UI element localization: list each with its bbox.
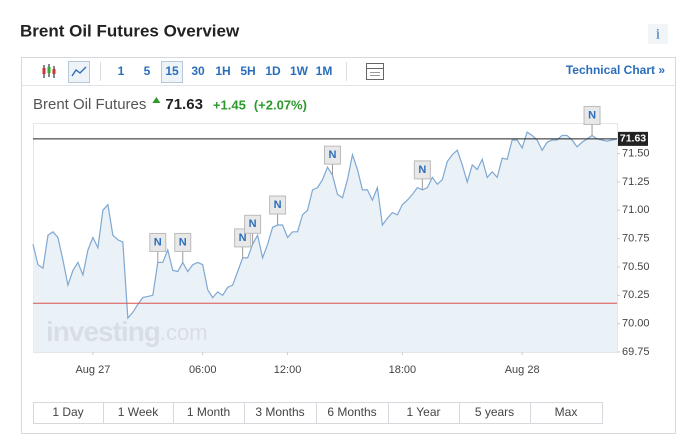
news-label[interactable]: N [179, 236, 187, 248]
line-icon[interactable] [71, 66, 87, 77]
range-label[interactable]: 1 Month [187, 405, 230, 419]
range-label[interactable]: 1 Year [406, 405, 440, 419]
range-label[interactable]: 6 Months [327, 405, 376, 419]
interval-button[interactable]: 1W [290, 64, 309, 78]
last-price-box [618, 131, 648, 146]
area-fill [33, 132, 617, 352]
news-label[interactable]: N [418, 164, 426, 176]
y-tick-label: 70.50 [622, 261, 650, 273]
y-tick-label: 71.25 [622, 176, 650, 188]
range-label[interactable]: 5 years [475, 405, 514, 419]
quote-name: Brent Oil Futures [33, 96, 146, 113]
interval-button[interactable]: 1 [118, 64, 125, 78]
range-label[interactable]: 1 Week [118, 405, 159, 419]
plot: 69.75 70.00 70.25 70.50 70.75 71.00 71.25 71.50… [32, 105, 650, 376]
up-arrow [152, 97, 161, 103]
range-label[interactable]: 1 Day [52, 405, 83, 419]
y-tick-label: 71.00 [622, 204, 650, 216]
y-tick-label: 70.00 [622, 318, 650, 330]
range-label[interactable]: Max [555, 405, 578, 419]
calendar-icon[interactable] [366, 63, 384, 80]
page-title: Brent Oil Futures Overview [20, 21, 240, 40]
news-label[interactable]: N [274, 199, 282, 211]
news-label[interactable]: N [154, 236, 162, 248]
news-marker[interactable] [244, 214, 262, 234]
quote-change-percent: (+2.07%) [254, 97, 307, 112]
news-label[interactable]: N [249, 218, 257, 230]
price-line [32, 131, 618, 320]
x-tick-label: Aug 27 [75, 364, 110, 376]
range-button[interactable] [530, 402, 603, 424]
news-marker[interactable] [174, 232, 192, 252]
technical-chart-link[interactable]: Technical Chart » [566, 63, 665, 77]
interval-button[interactable]: 1D [265, 64, 281, 78]
news-marker[interactable] [583, 105, 601, 125]
x-tick-label: 18:00 [389, 364, 417, 376]
info-icon[interactable]: i [656, 26, 660, 42]
news-marker[interactable] [269, 195, 287, 215]
last-price-label: 71.63 [620, 133, 646, 145]
x-tick-label: 06:00 [189, 364, 217, 376]
range-label[interactable]: 3 Months [255, 405, 304, 419]
news-marker[interactable] [149, 232, 167, 252]
x-tick-label: Aug 28 [505, 364, 540, 376]
interval-button[interactable]: 5H [240, 64, 255, 78]
news-label[interactable]: N [329, 149, 337, 161]
y-tick-label: 71.50 [622, 148, 650, 160]
x-tick-label: 12:00 [274, 364, 302, 376]
interval-selected[interactable] [161, 61, 183, 83]
info-button[interactable] [648, 24, 668, 44]
interval-button[interactable]: 30 [191, 64, 205, 78]
interval-button[interactable]: 5 [144, 64, 151, 78]
y-tick-label: 69.75 [622, 346, 650, 358]
interval-button[interactable]: 1M [316, 64, 333, 78]
news-marker[interactable] [413, 160, 431, 180]
y-tick-label: 70.25 [622, 289, 650, 301]
interval-button[interactable]: 15 [165, 64, 179, 78]
quote-change: +1.45 [213, 97, 246, 112]
y-tick-label: 70.75 [622, 233, 650, 245]
candle-icon[interactable] [42, 64, 56, 78]
news-label[interactable]: N [239, 232, 247, 244]
interval-button[interactable]: 1H [215, 64, 230, 78]
news-label[interactable]: N [588, 109, 596, 121]
news-marker[interactable] [323, 145, 341, 165]
quote-price: 71.63 [165, 96, 203, 113]
